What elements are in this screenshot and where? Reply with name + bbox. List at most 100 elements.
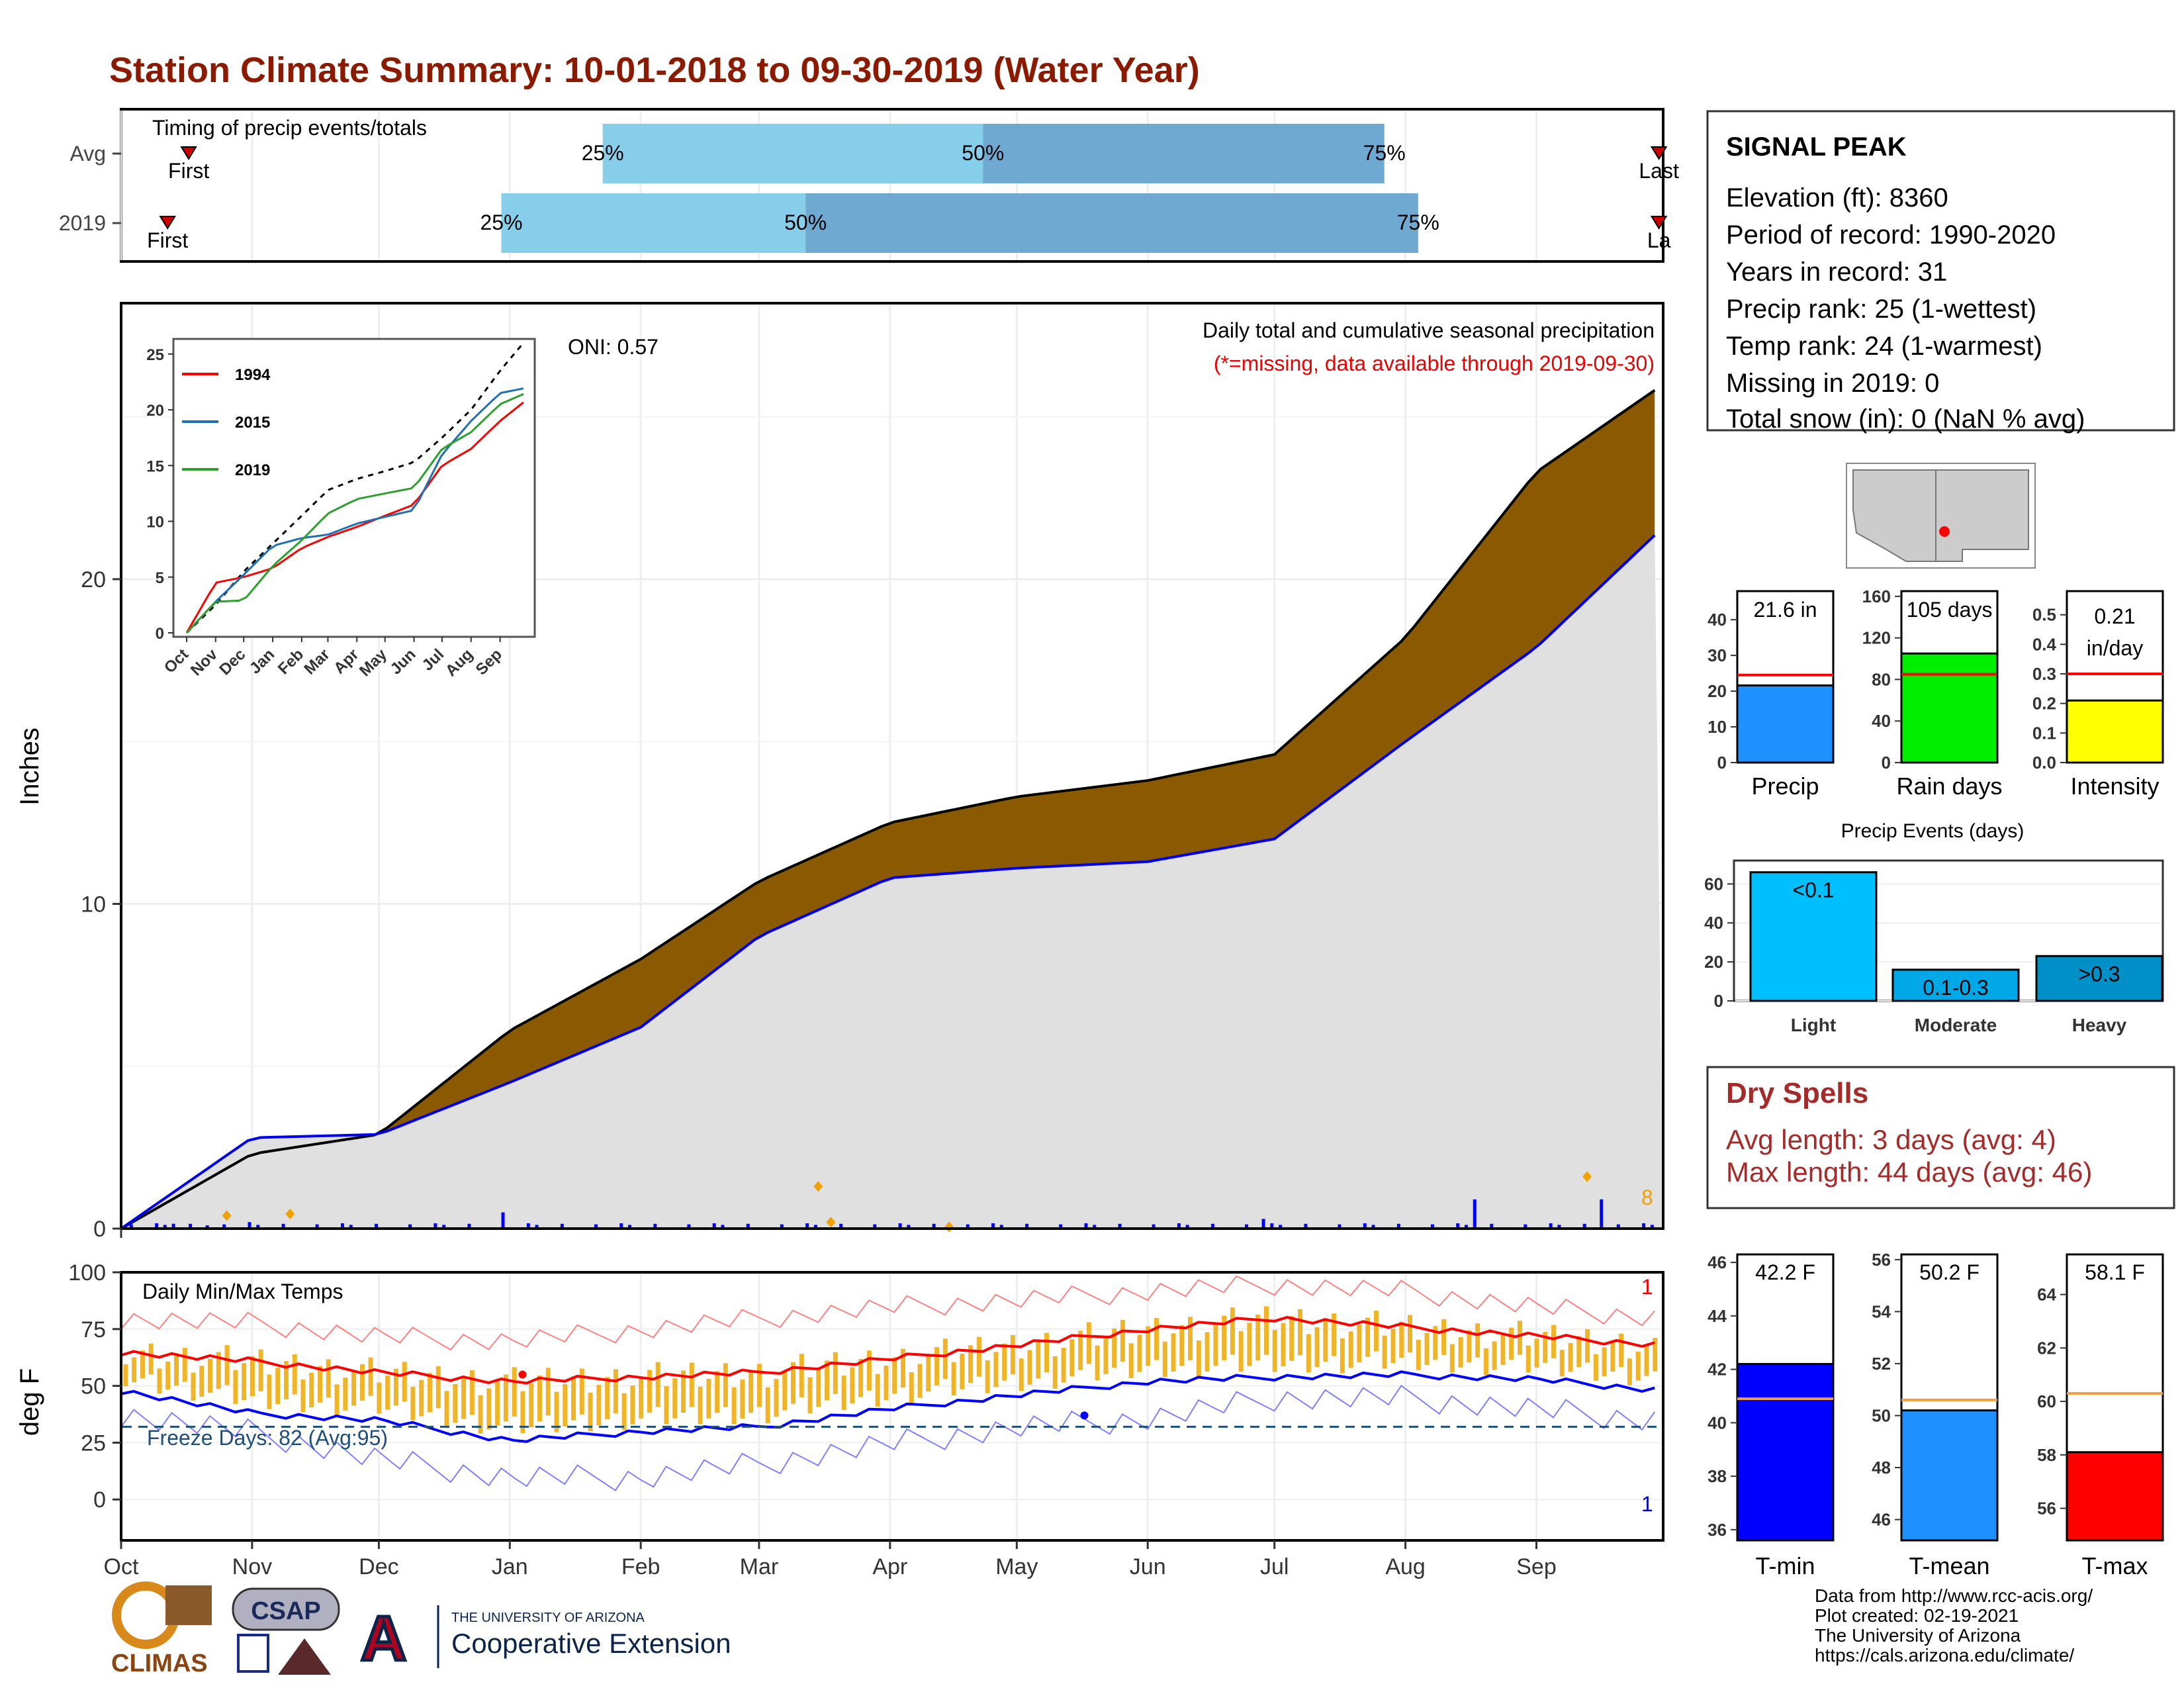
inset-series-line <box>185 393 524 634</box>
page-title: Station Climate Summary: 10-01-2018 to 0… <box>109 50 1200 90</box>
precip-daily-bar <box>721 1225 725 1229</box>
temp-daily-bar <box>1044 1333 1049 1373</box>
precip-daily-bar <box>467 1223 471 1229</box>
temp-daily-bar <box>1120 1320 1125 1362</box>
summary-ytick-label: 0.2 <box>2032 694 2056 714</box>
temp-daily-bar <box>1213 1324 1218 1366</box>
temp-daily-bar <box>140 1350 145 1379</box>
station-info-box: SIGNAL PEAK Elevation (ft): 8360 Period … <box>1706 110 2175 434</box>
precip-events-chart: Precip Events (days) 0 20 40 60 <0.1 Light 0.1… <box>1704 820 2164 1035</box>
temp-bar-ytick-label: 50 <box>1872 1405 1891 1425</box>
precip-daily-bar <box>205 1225 209 1229</box>
precip-daily-bar <box>594 1224 598 1229</box>
temp-bar-ytick-label: 40 <box>1707 1413 1727 1432</box>
precip-y-axis: 0 10 20 <box>81 567 122 1242</box>
timing-bars: 25% 50% 75% First Last 25% 50% 75% First La <box>147 124 1679 253</box>
timing-bar-50-75 <box>805 193 1418 253</box>
temp-daily-bar <box>385 1376 390 1410</box>
timing-last-label: La <box>1647 228 1671 252</box>
summary-value-label: 105 days <box>1907 598 1993 622</box>
events-bar <box>2035 955 2163 1002</box>
precip-daily-bar <box>619 1223 623 1229</box>
temp-bar-ytick-label: 56 <box>2037 1499 2056 1519</box>
temp-daily-bar <box>292 1354 297 1395</box>
station-box-frame <box>1706 110 2175 432</box>
precip-ytick-label: 20 <box>81 567 106 592</box>
events-category-label: Light <box>1791 1015 1836 1035</box>
precip-daily-bar <box>1363 1223 1367 1229</box>
summary-ytick-label: 40 <box>1707 610 1727 630</box>
temp-daily-bar <box>1348 1331 1353 1368</box>
precip-daily-bar <box>932 1223 936 1229</box>
precip-daily-bar <box>780 1224 784 1229</box>
precip-daily-bar <box>1025 1223 1029 1229</box>
temp-bar-ytick-label: 52 <box>1872 1354 1891 1374</box>
temp-daily-bar <box>182 1348 187 1382</box>
precip-daily-bar <box>1396 1223 1400 1229</box>
temp-daily-bar <box>850 1367 855 1404</box>
temp-daily-bar <box>621 1393 627 1430</box>
precip-daily-bar <box>999 1225 1003 1229</box>
temp-daily-bar <box>419 1380 424 1417</box>
precip-event-marker <box>1582 1171 1592 1182</box>
precip-events-title: Precip Events (days) <box>1841 820 2025 842</box>
temp-daily-bar <box>1610 1340 1615 1372</box>
temp-daily-bar <box>782 1370 788 1411</box>
station-line: Total snow (in): 0 (NaN % avg) <box>1726 404 2085 434</box>
precip-daily-bar <box>1371 1225 1375 1229</box>
temp-daily-bar <box>503 1374 508 1422</box>
precip-daily-bar <box>1304 1223 1308 1229</box>
month-axis: Oct Nov Dec Jan Feb Mar Apr May Jun Jul Aug Sep <box>104 1540 1557 1579</box>
events-ytick-label: 20 <box>1704 952 1723 972</box>
temp-daily-bar <box>191 1372 196 1401</box>
temp-daily-bar <box>1323 1320 1328 1362</box>
temp-daily-bar <box>233 1370 238 1404</box>
precip-daily-bar <box>1430 1224 1434 1229</box>
temp-daily-bar <box>1534 1338 1539 1368</box>
month-tick-label: Nov <box>232 1554 272 1579</box>
temp-daily-bar <box>1205 1332 1210 1372</box>
temp-daily-bar <box>1196 1340 1201 1378</box>
temp-ytick-label: 25 <box>81 1430 106 1456</box>
temp-daily-bar <box>1509 1327 1514 1360</box>
temp-daily-bar <box>1340 1338 1345 1374</box>
precip-right-count: 8 <box>1641 1186 1653 1209</box>
temp-daily-bar <box>1289 1316 1295 1361</box>
temp-summary-bars: 36 38 40 42 44 46 42.2 F T-min 46 48 50 52 54 56 50.2 … <box>1707 1250 2164 1579</box>
temp-daily-bar <box>579 1368 584 1415</box>
temp-daily-bar <box>1416 1340 1421 1370</box>
temp-daily-bar <box>1585 1329 1590 1363</box>
temp-daily-bar <box>892 1357 897 1394</box>
precip-event-marker <box>813 1181 823 1192</box>
dry-spells-frame <box>1706 1066 2175 1209</box>
temp-bar-ytick-label: 64 <box>2037 1285 2056 1305</box>
temp-daily-bar <box>1162 1341 1167 1378</box>
temp-daily-bar <box>875 1374 880 1407</box>
temp-daily-bar <box>453 1383 458 1423</box>
timing-bar-50-75 <box>983 124 1385 183</box>
credit-line: Plot created: 02-19-2021 <box>1815 1605 2019 1626</box>
temp-daily-bar <box>825 1360 830 1401</box>
temp-bar-name: T-min <box>1756 1552 1815 1579</box>
temp-bar-ytick-label: 58 <box>2037 1445 2056 1465</box>
summary-ytick-label: 40 <box>1872 711 1891 731</box>
precip-daily-bar <box>340 1223 344 1229</box>
station-line: Elevation (ft): 8360 <box>1726 183 1948 212</box>
temp-daily-bar <box>884 1365 889 1401</box>
timing-p25-label: 25% <box>480 211 522 234</box>
ua-logo-letter: A <box>361 1603 406 1674</box>
temp-daily-bar <box>444 1391 449 1427</box>
temp-daily-bar <box>1272 1330 1277 1372</box>
temp-daily-bar <box>833 1352 838 1394</box>
precip-daily-bar <box>1059 1224 1063 1229</box>
precip-daily-bar <box>628 1225 632 1229</box>
temp-daily-bar <box>326 1359 331 1398</box>
temp-label: Daily Min/Max Temps <box>142 1280 343 1303</box>
credits: Data from http://www.rcc-acis.org/ Plot … <box>1815 1585 2093 1665</box>
temp-daily-bar <box>672 1378 678 1419</box>
precip-daily-bar <box>1616 1224 1620 1229</box>
temp-daily-bar <box>1382 1335 1387 1369</box>
precip-inset: 0510152025OctNovDecJanFebMarAprMayJunJul… <box>146 338 536 680</box>
credit-line: The University of Arizona <box>1815 1625 2021 1646</box>
precip-daily-bar <box>991 1223 995 1229</box>
